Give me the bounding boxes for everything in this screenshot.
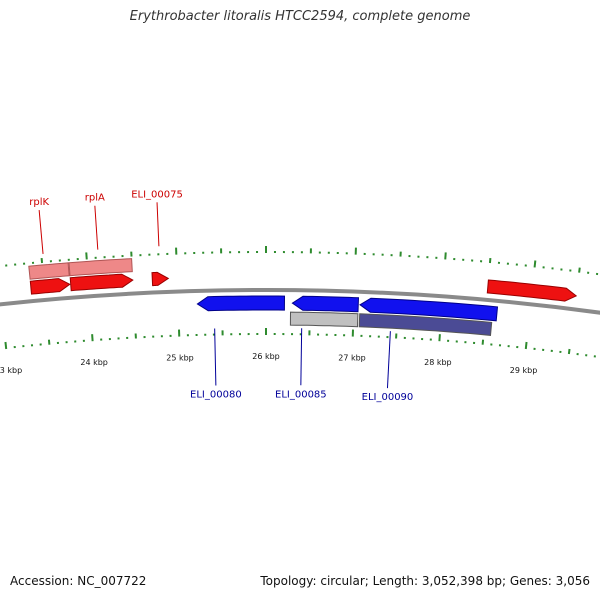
top-label-leader — [156, 202, 160, 247]
axis-tick-label: 24 kbp — [80, 358, 108, 367]
tick-mark — [4, 341, 8, 350]
forward-other-feature — [28, 262, 70, 280]
axis-tick-label: 29 kbp — [510, 366, 538, 375]
tick-mark — [444, 252, 447, 260]
tick-mark — [578, 267, 581, 273]
genome-backbone — [0, 288, 600, 315]
bottom-label-leader — [386, 331, 391, 389]
top-feature-label: rplK — [29, 197, 49, 208]
reverse-gene-eli-00080 — [196, 295, 286, 312]
reverse-other-feature — [289, 311, 359, 328]
axis-tick-label: 25 kbp — [166, 354, 194, 363]
bottom-feature-label: ELI_00090 — [362, 392, 414, 403]
tick-mark — [91, 334, 94, 342]
top-tick-track — [5, 246, 599, 276]
top-label-leader — [94, 205, 99, 250]
tick-mark — [524, 341, 528, 350]
axis-tick-label: 28 kbp — [424, 358, 452, 367]
map-title: Erythrobacter litoralis HTCC2594, comple… — [129, 9, 471, 24]
axis-tick-label: 26 kbp — [252, 352, 280, 361]
axis-tick-label: 23 kbp — [0, 366, 22, 375]
top-label-leader — [38, 210, 44, 254]
bottom-tick-track — [4, 328, 596, 358]
bottom-feature-label: ELI_00080 — [190, 390, 242, 401]
reverse-gene-eli-00085 — [291, 295, 360, 313]
top-feature-label: ELI_00075 — [131, 189, 183, 200]
bottom-feature-label: ELI_00085 — [275, 389, 327, 400]
tick-mark — [438, 334, 441, 342]
forward-gene — [486, 279, 578, 302]
accession-text: Accession: NC_007722 — [10, 574, 147, 588]
reverse-other-feature — [358, 313, 493, 336]
bottom-label-leader — [214, 328, 217, 386]
tick-mark — [533, 260, 537, 268]
axis-tick-label: 27 kbp — [338, 354, 366, 363]
reverse-gene-eli-00090 — [359, 297, 499, 322]
forward-gene-rplk — [29, 278, 71, 295]
genome-summary-text: Topology: circular; Length: 3,052,398 bp… — [260, 574, 590, 588]
feature-label-layer: rplK rplA ELI_00075 ELI_00080 ELI_00085 ELI_0… — [29, 189, 413, 403]
forward-gene-eli-00075 — [151, 271, 170, 287]
bottom-label-leader — [300, 328, 303, 386]
feature-track — [28, 258, 578, 336]
tick-mark — [85, 252, 88, 260]
tick-mark — [567, 348, 571, 355]
forward-other-feature — [68, 258, 133, 277]
forward-gene-rpla — [69, 273, 134, 292]
top-feature-label: rplA — [85, 193, 105, 204]
axis-label-layer: 23 kbp 24 kbp 25 kbp 26 kbp 27 kbp 28 kbp 29 k… — [0, 352, 537, 375]
